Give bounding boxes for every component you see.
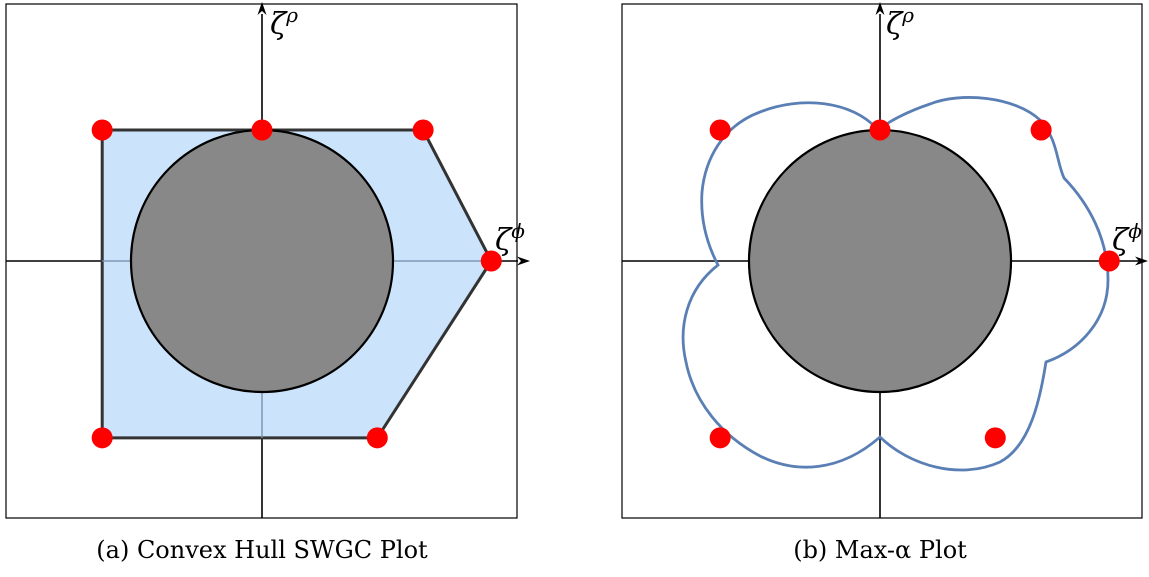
- panel-a-y-arrow: [257, 2, 267, 15]
- data-point: [984, 427, 1006, 449]
- data-point: [366, 427, 388, 449]
- data-point: [869, 119, 891, 141]
- data-point: [709, 427, 731, 449]
- panel-a-x-axis-label: ζϕ: [495, 219, 525, 258]
- panel-a: ζϕ ζρ (a) Convex Hull SWGC Plot: [5, 2, 530, 564]
- panel-b-y-axis-label: ζρ: [886, 3, 914, 42]
- panel-b-y-arrow: [875, 2, 885, 15]
- panel-b-caption: (b) Max-α Plot: [793, 536, 967, 564]
- panel-a-caption: (a) Convex Hull SWGC Plot: [96, 536, 428, 564]
- data-point: [480, 250, 502, 272]
- unit-disk: [747, 128, 1013, 394]
- data-point: [709, 119, 731, 141]
- panel-b-x-arrow: [1135, 256, 1148, 266]
- panel-b-x-axis-label: ζϕ: [1112, 219, 1142, 258]
- data-point: [412, 119, 434, 141]
- panel-b: ζϕ ζρ (b) Max-α Plot: [621, 2, 1148, 564]
- data-point: [1098, 250, 1120, 272]
- panel-a-y-axis-label: ζρ: [270, 3, 298, 42]
- panel-a-x-arrow: [517, 256, 530, 266]
- data-point: [91, 427, 113, 449]
- max-alpha-curve: [681, 96, 1110, 472]
- data-point: [251, 119, 273, 141]
- data-point: [91, 119, 113, 141]
- unit-disk: [129, 128, 395, 394]
- data-point: [1030, 119, 1052, 141]
